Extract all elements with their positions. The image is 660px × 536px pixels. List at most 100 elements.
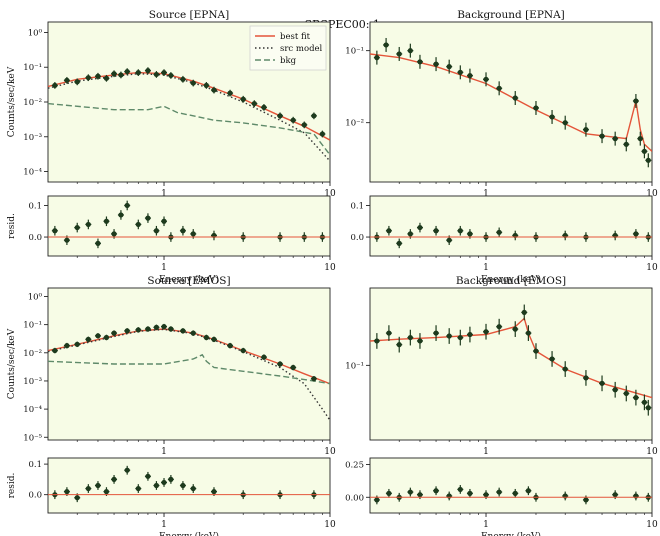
data-point [467, 490, 473, 496]
data-point [190, 231, 196, 237]
data-point [612, 492, 618, 498]
data-point [637, 136, 643, 142]
data-point [467, 73, 473, 79]
legend-label: src model [280, 44, 323, 54]
data-point [52, 228, 58, 234]
x-tick-label: 10 [324, 189, 336, 199]
data-point [64, 237, 70, 243]
data-point [562, 120, 568, 126]
data-point [407, 334, 413, 341]
data-point [467, 331, 473, 338]
data-point [446, 237, 452, 243]
data-point [124, 202, 130, 209]
data-point [203, 82, 209, 89]
data-point [374, 55, 380, 61]
plot-area [370, 304, 652, 416]
data-point [433, 61, 439, 67]
data-point [483, 329, 489, 335]
data-point [583, 375, 589, 381]
data-point [118, 72, 124, 78]
data-point [190, 485, 196, 492]
data-point [525, 488, 531, 494]
data-point [145, 473, 151, 479]
y-axis-label: resid. [7, 213, 17, 239]
data-point [111, 476, 117, 482]
data-point [525, 330, 531, 336]
y-tick-label: 10⁻⁴ [23, 168, 42, 178]
x-tick-label: 1 [161, 520, 167, 530]
x-tick-label: 10 [646, 520, 658, 530]
chart-resid-bkg-emos: 1 10 0.25 0.00 Energy (keV) [345, 457, 658, 536]
data-point [446, 333, 452, 339]
data-point [623, 390, 629, 397]
chart-resid-src-emos: 1 10 0.1 0.0 resid. Energy (keV) [7, 457, 336, 536]
data-point [124, 68, 130, 75]
chart-bkg-epna: 1 10 10⁻¹ 10⁻² Background [EPNA] [345, 9, 658, 199]
legend: best fit src model bkg [249, 25, 327, 71]
data-point [641, 399, 648, 405]
data-point [135, 327, 141, 333]
data-point [240, 347, 246, 354]
data-point [145, 68, 151, 74]
data-point [64, 343, 70, 349]
plot-area [48, 200, 330, 249]
x-axis-label: Energy (keV) [159, 274, 219, 285]
x-tick-label: 1 [161, 447, 167, 457]
plot-area [370, 222, 652, 249]
data-point [496, 85, 502, 91]
data-point [457, 486, 463, 493]
legend-label: best fit [280, 32, 311, 42]
data-point [633, 231, 639, 237]
data-point [562, 493, 568, 499]
y-tick-label: 10⁻¹ [23, 321, 42, 331]
plot-area [370, 485, 652, 505]
data-point [74, 224, 80, 231]
data-point [433, 488, 439, 494]
data-point [211, 87, 217, 93]
data-point [645, 405, 651, 411]
data-point [211, 336, 217, 342]
data-point [168, 476, 174, 482]
data-point [52, 347, 58, 354]
chart-resid-src-epna: 1 10 0.1 0.0 resid. Energy (keV) [7, 195, 336, 285]
data-point [111, 330, 117, 336]
y-tick-label: 0.0 [28, 491, 42, 501]
y-tick-label: 10⁻¹ [345, 47, 364, 57]
data-point [261, 354, 267, 360]
data-point [277, 113, 283, 119]
data-point [85, 336, 91, 342]
data-point [227, 90, 233, 96]
data-point [433, 330, 439, 336]
plot-area [48, 465, 330, 503]
data-point [386, 490, 392, 496]
legend-box [249, 25, 327, 71]
x-tick-label: 1 [483, 189, 489, 199]
y-tick-label: 10⁻¹ [23, 63, 42, 73]
x-tick-label: 1 [161, 189, 167, 199]
data-point [512, 490, 518, 496]
x-tick-label: 10 [324, 447, 336, 457]
data-point [180, 76, 186, 82]
data-point [161, 70, 167, 76]
x-tick-label: 10 [324, 520, 336, 530]
data-point [633, 493, 639, 499]
y-tick-label: 10⁻³ [23, 377, 42, 387]
x-axis-label: Energy (keV) [481, 274, 541, 285]
data-point [153, 71, 160, 78]
data-point [64, 489, 70, 495]
chart-title: Source [EMOS] [147, 275, 230, 287]
data-point [311, 376, 317, 382]
data-point [145, 326, 151, 332]
data-point [124, 467, 130, 473]
plot-area [370, 37, 652, 168]
data-point [407, 231, 413, 237]
plot-frame [47, 457, 331, 514]
data-point [190, 80, 196, 86]
plot-frame [369, 287, 653, 441]
data-point [168, 72, 174, 79]
data-point [374, 497, 380, 503]
data-point [457, 334, 463, 341]
data-point [153, 324, 160, 330]
chart-src-emos: 1 10 10⁰ 10⁻¹ 10⁻² 10⁻³ 10⁻⁴ 10⁻⁵ Source [EMOS] C… [7, 275, 336, 457]
